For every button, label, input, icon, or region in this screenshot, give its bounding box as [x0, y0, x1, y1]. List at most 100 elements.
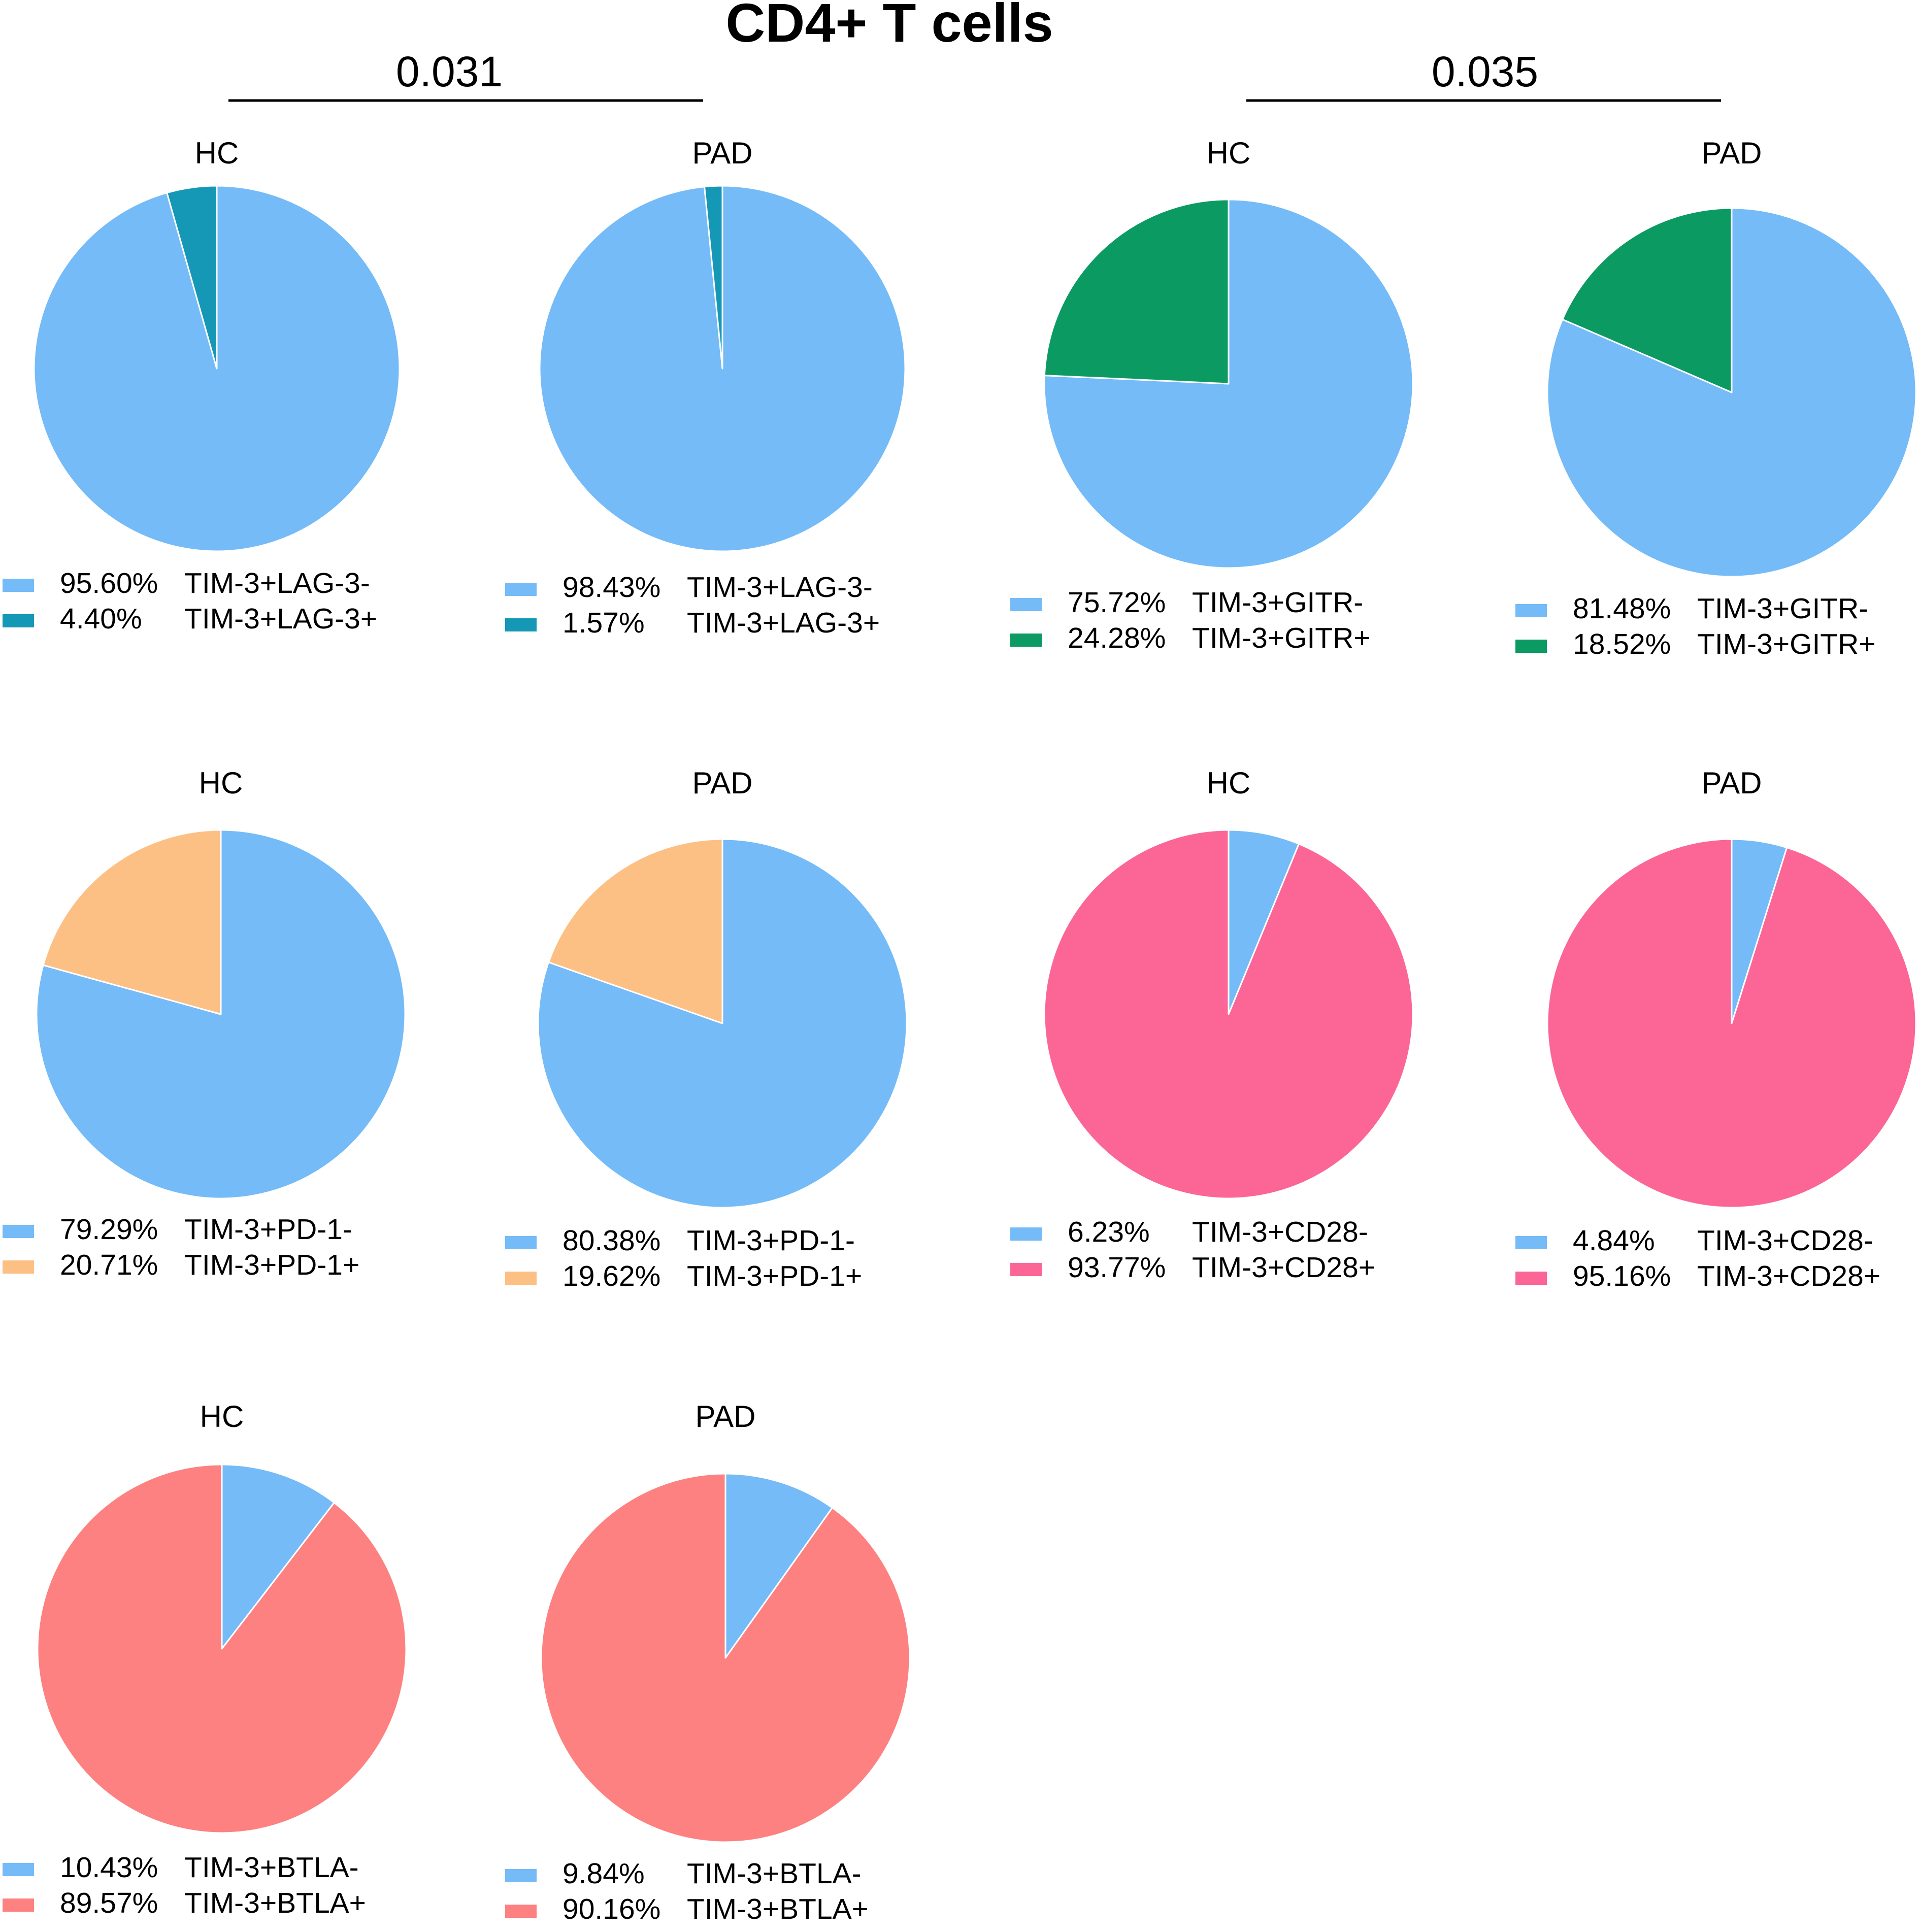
- legend-percentage: 81.48%: [1573, 592, 1671, 625]
- pie-title: PAD: [692, 136, 753, 170]
- legend-swatch: [505, 1869, 537, 1882]
- legend-percentage: 98.43%: [563, 571, 660, 604]
- legend-swatch: [3, 579, 34, 592]
- legend-label: TIM-3+BTLA-: [184, 1851, 359, 1884]
- legend-swatch: [505, 618, 537, 631]
- pie-title: PAD: [696, 1400, 756, 1434]
- legend-label: TIM-3+CD28+: [1697, 1260, 1880, 1292]
- pie-slice: [42, 829, 222, 1015]
- legend-swatch: [1010, 1263, 1042, 1276]
- pie-title: PAD: [1702, 136, 1762, 170]
- pie-slice: [1546, 838, 1917, 1209]
- pie-panel: PAD 80.38% TIM-3+PD-1- 19.62% TIM-3+PD-1+: [505, 766, 908, 1292]
- legend-swatch: [1515, 604, 1547, 617]
- legend-swatch: [505, 1272, 537, 1285]
- legend-percentage: 1.57%: [563, 607, 645, 639]
- legend-swatch: [505, 583, 537, 596]
- pie-panel: HC 79.29% TIM-3+PD-1- 20.71% TIM-3+PD-1+: [3, 766, 406, 1281]
- legend-label: TIM-3+GITR-: [1192, 586, 1363, 619]
- legend-percentage: 19.62%: [563, 1260, 660, 1292]
- legend-percentage: 18.52%: [1573, 628, 1671, 660]
- legend-label: TIM-3+BTLA+: [687, 1893, 869, 1925]
- legend-label: TIM-3+CD28-: [1192, 1216, 1368, 1248]
- legend-label: TIM-3+LAG-3+: [184, 603, 377, 635]
- legend-percentage: 24.28%: [1068, 622, 1166, 654]
- legend-percentage: 79.29%: [60, 1213, 158, 1246]
- legend-percentage: 89.57%: [60, 1887, 158, 1919]
- legend-swatch: [1515, 640, 1547, 653]
- pie-title: HC: [199, 766, 243, 800]
- legend-swatch: [3, 1863, 34, 1876]
- legend-swatch: [1010, 634, 1042, 647]
- pie-panel: HC 6.23% TIM-3+CD28- 93.77% TIM-3+CD28+: [1010, 766, 1414, 1284]
- pie-slice: [166, 185, 218, 370]
- legend-label: TIM-3+GITR+: [1697, 628, 1876, 660]
- pie-title: PAD: [1702, 766, 1762, 800]
- legend-percentage: 75.72%: [1068, 586, 1166, 619]
- legend-swatch: [3, 1225, 34, 1238]
- legend-percentage: 93.77%: [1068, 1251, 1166, 1284]
- legend-swatch: [505, 1236, 537, 1249]
- legend-percentage: 95.16%: [1573, 1260, 1671, 1292]
- pie-panel: HC 10.43% TIM-3+BTLA- 89.57% TIM-3+BTLA+: [3, 1400, 407, 1919]
- pie-slice: [221, 1463, 335, 1650]
- legend-percentage: 4.84%: [1573, 1224, 1655, 1257]
- legend-label: TIM-3+LAG-3-: [687, 571, 873, 604]
- legend-swatch: [1515, 1272, 1547, 1285]
- pie-panel: HC 95.60% TIM-3+LAG-3- 4.40% TIM-3+LAG-3+: [3, 136, 401, 635]
- comparison-p-value-2: 0.035: [1432, 48, 1538, 95]
- pie-slice: [548, 838, 723, 1024]
- legend-label: TIM-3+LAG-3-: [184, 567, 370, 599]
- legend-label: TIM-3+BTLA+: [184, 1887, 366, 1919]
- legend-percentage: 80.38%: [563, 1224, 660, 1257]
- legend-percentage: 20.71%: [60, 1249, 158, 1281]
- pie-title: PAD: [692, 766, 753, 800]
- legend-label: TIM-3+PD-1+: [687, 1260, 862, 1292]
- legend-label: TIM-3+PD-1-: [184, 1213, 352, 1246]
- legend-swatch: [3, 614, 34, 627]
- legend-percentage: 95.60%: [60, 567, 158, 599]
- legend-swatch: [1010, 598, 1042, 611]
- pie-title: HC: [200, 1400, 244, 1434]
- figure-title: CD4+ T cells: [725, 0, 1053, 53]
- pie-slice: [1043, 829, 1414, 1200]
- pie-slice: [1043, 198, 1230, 385]
- legend-label: TIM-3+GITR-: [1697, 592, 1868, 625]
- pie-panel: PAD 81.48% TIM-3+GITR- 18.52% TIM-3+GITR+: [1515, 136, 1917, 660]
- pie-slice: [724, 1473, 833, 1659]
- pie-panel: PAD 9.84% TIM-3+BTLA- 90.16% TIM-3+BTLA+: [505, 1400, 911, 1925]
- legend-percentage: 9.84%: [563, 1857, 645, 1890]
- legend-swatch: [3, 1260, 34, 1274]
- legend-percentage: 6.23%: [1068, 1216, 1150, 1248]
- legend-label: TIM-3+LAG-3+: [687, 607, 880, 639]
- pie-panel: PAD 98.43% TIM-3+LAG-3- 1.57% TIM-3+LAG-3+: [505, 136, 906, 639]
- pie-slice: [1043, 198, 1414, 569]
- legend-label: TIM-3+CD28+: [1192, 1251, 1375, 1284]
- pie-slice: [1228, 829, 1300, 1015]
- legend-percentage: 90.16%: [563, 1893, 660, 1925]
- pie-panel: HC 75.72% TIM-3+GITR- 24.28% TIM-3+GITR+: [1010, 136, 1414, 654]
- legend-label: TIM-3+BTLA-: [687, 1857, 862, 1890]
- legend-swatch: [505, 1905, 537, 1918]
- legend-label: TIM-3+PD-1+: [184, 1249, 359, 1281]
- legend-percentage: 4.40%: [60, 603, 142, 635]
- pie-title: HC: [1207, 136, 1251, 170]
- pie-title: HC: [195, 136, 239, 170]
- legend-label: TIM-3+GITR+: [1192, 622, 1371, 654]
- comparison-p-value-1: 0.031: [396, 48, 503, 95]
- legend-swatch: [3, 1898, 34, 1912]
- pie-slice: [704, 185, 723, 370]
- legend-swatch: [1515, 1236, 1547, 1249]
- pie-slice: [1562, 207, 1733, 393]
- legend-swatch: [1010, 1227, 1042, 1241]
- pie-slice: [540, 1473, 911, 1843]
- legend-percentage: 10.43%: [60, 1851, 158, 1884]
- pie-slice: [37, 1463, 407, 1834]
- pie-panel: PAD 4.84% TIM-3+CD28- 95.16% TIM-3+CD28+: [1515, 766, 1917, 1292]
- legend-label: TIM-3+CD28-: [1697, 1224, 1873, 1257]
- pie-title: HC: [1207, 766, 1251, 800]
- legend-label: TIM-3+PD-1-: [687, 1224, 855, 1257]
